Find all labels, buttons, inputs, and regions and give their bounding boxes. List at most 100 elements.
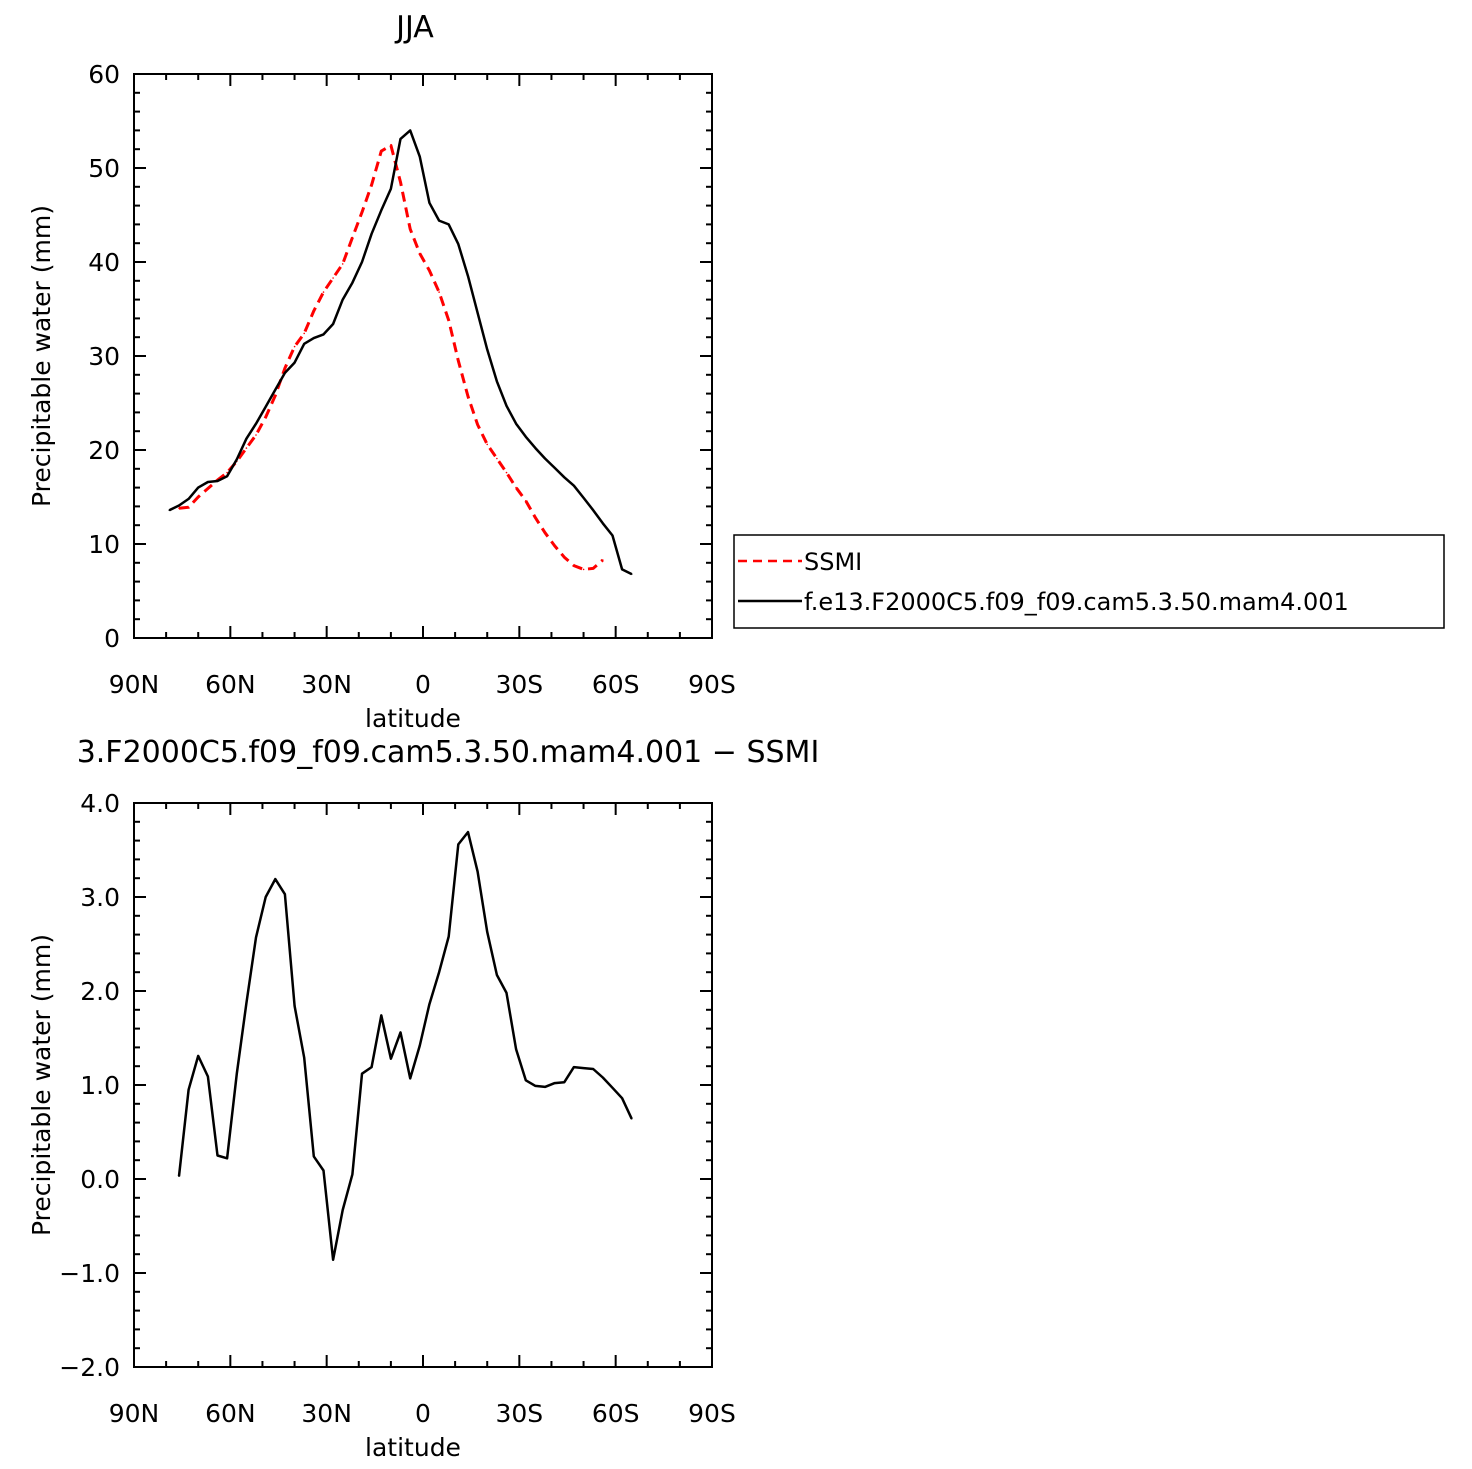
y-tick-label: −2.0 [59,1353,120,1382]
data-point [592,509,594,512]
y-tick-label: 10 [88,530,120,559]
data-point [419,252,421,255]
data-point [621,1097,623,1099]
data-point [361,1072,363,1075]
data-point [313,310,315,312]
data-point [361,261,363,263]
data-point [515,1048,517,1051]
data-point [573,1066,575,1068]
data-point [515,486,517,489]
data-point [207,481,209,483]
x-tick-label: 60N [205,670,256,699]
data-point [274,389,277,391]
data-point [563,1081,566,1083]
data-point [553,1082,556,1084]
data-point [611,1087,614,1089]
data-point [525,500,527,502]
legend-box [733,534,1445,629]
data-point [390,187,392,190]
data-point [264,406,267,408]
y-axis-label: Precipitable water (mm) [27,934,56,1236]
data-point [216,480,219,482]
data-point [293,345,296,348]
data-point [447,223,450,226]
data-point [197,1055,199,1057]
data-point [264,896,267,898]
data-point [399,181,402,183]
x-tick-label: 0 [415,670,431,699]
data-point [582,497,585,499]
x-axis-label: latitude [365,704,461,733]
data-point [197,486,199,489]
data-point [399,1031,402,1034]
data-point [621,568,623,571]
data-point [496,380,498,383]
data-point [602,559,604,561]
data-point [255,434,257,436]
data-point [187,506,190,509]
y-tick-label: 0 [104,624,120,653]
bottom-panel-difference: 3.F2000C5.f09_f09.cam5.3.50.mam4.001 − S… [27,735,819,1462]
data-point [274,878,277,880]
data-point [178,1175,180,1177]
data-point [293,1005,296,1007]
data-point [602,522,604,525]
y-tick-label: −1.0 [59,1259,120,1288]
chart-title: JJA [394,10,434,45]
x-tick-label: 30S [495,670,543,699]
data-point [284,372,286,374]
data-point [187,1088,190,1091]
data-point [303,332,306,335]
data-point [236,458,238,461]
data-point [341,263,344,265]
data-point [438,971,440,973]
data-point [419,155,421,158]
data-point [351,281,354,284]
data-point [216,1154,219,1157]
data-point [284,893,286,895]
data-point [419,1044,421,1047]
y-axis-label: Precipitable water (mm) [27,205,56,507]
data-point [476,312,479,314]
data-point [226,471,228,474]
data-point [332,277,334,279]
data-point [428,269,431,272]
data-point [322,291,325,293]
data-point [544,531,546,534]
legend-ssmi-label: SSMI [804,548,862,576]
data-point [476,870,479,873]
data-point [602,1076,604,1079]
data-point [525,436,527,438]
data-point [476,423,479,426]
data-point [399,138,402,140]
data-point [284,367,286,370]
y-tick-label: 30 [88,342,120,371]
data-point [611,534,614,537]
legend: SSMI f.e13.F2000C5.f09_f09.cam5.3.50.mam… [733,534,1445,629]
data-point [630,1118,633,1120]
y-tick-label: 60 [88,60,120,89]
data-point [351,1173,354,1176]
data-point [274,394,277,397]
data-point [207,1075,209,1078]
data-point [313,337,315,339]
data-point [544,457,546,460]
data-point [332,323,334,325]
data-point [486,348,489,351]
series-line-ssmi [178,143,604,571]
data-point [592,567,594,570]
data-point [505,471,508,474]
x-tick-label: 90S [688,670,736,699]
data-point [428,202,431,204]
data-point [505,405,508,407]
data-point [322,333,325,336]
data-point [582,568,585,571]
x-tick-label: 90N [109,670,160,699]
data-point [525,1079,527,1082]
data-point [370,1066,373,1068]
data-point [592,1068,594,1070]
legend-model-label: f.e13.F2000C5.f09_f09.cam5.3.50.mam4.001 [804,588,1349,616]
data-point [390,144,392,147]
data-point [563,476,566,479]
